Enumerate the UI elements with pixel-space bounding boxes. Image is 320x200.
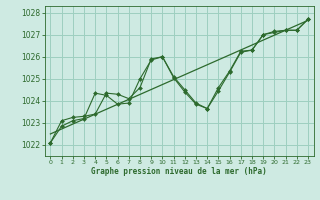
X-axis label: Graphe pression niveau de la mer (hPa): Graphe pression niveau de la mer (hPa) (91, 167, 267, 176)
